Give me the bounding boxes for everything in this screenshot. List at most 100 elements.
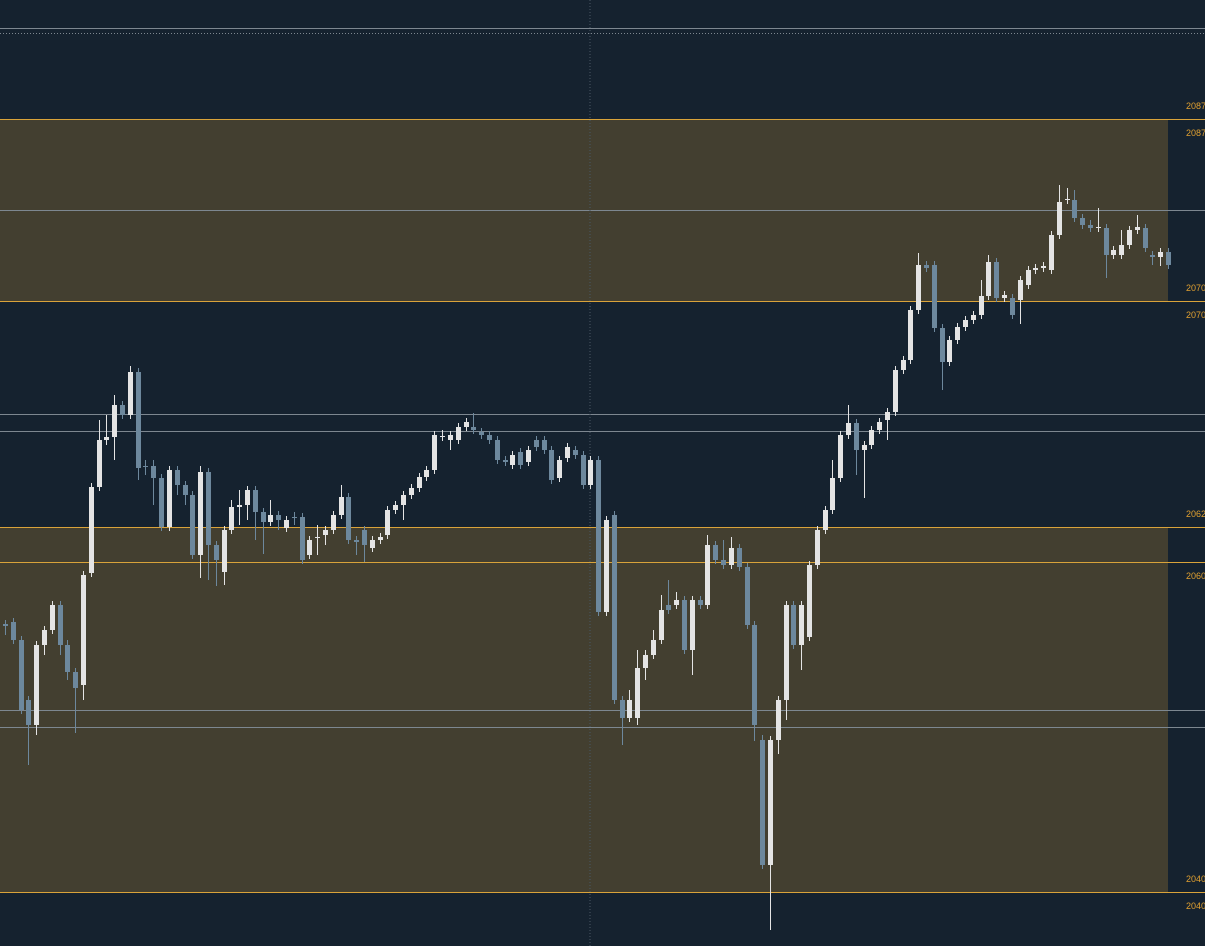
- level-label: 2070: [1186, 310, 1205, 320]
- candle-body: [940, 328, 945, 362]
- candle-body: [1033, 268, 1038, 270]
- candle-body: [1143, 228, 1148, 248]
- candle-body: [674, 600, 679, 605]
- candle-body: [620, 700, 625, 718]
- candle-body: [901, 360, 906, 370]
- candle-body: [253, 490, 258, 512]
- candle-body: [1080, 218, 1085, 225]
- candle-body: [97, 440, 102, 487]
- candle-body: [947, 340, 952, 362]
- candle-body: [1158, 252, 1163, 257]
- candle-body: [58, 605, 63, 645]
- candle-body: [370, 540, 375, 548]
- candle-body: [81, 575, 86, 685]
- candle-body: [784, 605, 789, 700]
- candle-body: [3, 624, 8, 626]
- candle-body: [487, 435, 492, 440]
- candle-body: [362, 530, 367, 545]
- candle-body: [893, 370, 898, 412]
- candle-body: [432, 435, 437, 470]
- candle-body: [1119, 245, 1124, 255]
- candle-body: [971, 315, 976, 320]
- candle-body: [284, 520, 289, 528]
- candle-body: [799, 605, 804, 645]
- candle-body: [729, 548, 734, 565]
- candle-body: [424, 470, 429, 477]
- candle-body: [245, 490, 250, 505]
- candle-body: [151, 466, 156, 478]
- candle-body: [815, 530, 820, 565]
- level-label: 2087: [1186, 128, 1205, 138]
- candle-body: [175, 470, 180, 485]
- candle-body: [1018, 280, 1023, 300]
- candle-body: [713, 545, 718, 560]
- candle-body: [955, 327, 960, 340]
- level-label: 2062: [1186, 509, 1205, 519]
- candle-body: [604, 520, 609, 612]
- candle-body: [167, 470, 172, 527]
- candle-body: [401, 495, 406, 505]
- candle-body: [393, 505, 398, 510]
- candle-body: [659, 610, 664, 640]
- candle-body: [1026, 270, 1031, 285]
- candle-body: [698, 600, 703, 605]
- candle-body: [143, 466, 148, 467]
- candle-body: [869, 430, 874, 445]
- level-label: 2060: [1186, 571, 1205, 581]
- candle-body: [581, 455, 586, 485]
- candle-body: [323, 530, 328, 535]
- candle-body: [73, 672, 78, 688]
- candle-body: [963, 320, 968, 327]
- candle-body: [464, 422, 469, 427]
- candle-body: [346, 497, 351, 540]
- level-label: 2070: [1186, 283, 1205, 293]
- candle-body: [760, 740, 765, 865]
- candle-body: [1166, 252, 1171, 265]
- candle-body: [1002, 295, 1007, 298]
- candle-body: [986, 262, 991, 296]
- candle-body: [11, 622, 16, 640]
- candle-body: [588, 460, 593, 485]
- candle-body: [354, 540, 359, 542]
- candle-body: [1041, 266, 1046, 268]
- candle-body: [1111, 250, 1116, 255]
- candle-body: [752, 625, 757, 725]
- candle-body: [721, 560, 726, 565]
- candle-body: [526, 450, 531, 462]
- candle-body: [229, 507, 234, 530]
- candle-body: [112, 405, 117, 437]
- candle-body: [417, 477, 422, 488]
- candle-body: [885, 412, 890, 420]
- candle-body: [331, 515, 336, 530]
- candle-body: [190, 495, 195, 555]
- candle-body: [409, 488, 414, 495]
- candle-body: [198, 472, 203, 555]
- candle-body: [206, 472, 211, 545]
- candle-body: [385, 510, 390, 535]
- candle-body: [862, 445, 867, 450]
- candle-body: [34, 645, 39, 725]
- candle-body: [542, 440, 547, 450]
- candle-body: [128, 372, 133, 415]
- candle-body: [768, 740, 773, 865]
- level-labels: 2087 2087 2070 2070 2062 2060 2040 2040: [1186, 101, 1205, 911]
- candle-body: [378, 537, 383, 540]
- candle-body: [1072, 200, 1077, 218]
- candle-body: [1135, 227, 1140, 230]
- candle-body: [627, 700, 632, 718]
- candle-body: [261, 512, 266, 522]
- candle-body: [745, 567, 750, 625]
- candle-body: [838, 435, 843, 478]
- candle-body: [315, 537, 320, 538]
- candle-body: [557, 460, 562, 478]
- candle-body: [26, 700, 31, 725]
- level-label: 2040: [1186, 901, 1205, 911]
- candle-body: [651, 640, 656, 655]
- candle-body: [877, 422, 882, 430]
- candle-body: [42, 630, 47, 645]
- candle-body: [565, 447, 570, 458]
- candle-body: [1104, 228, 1109, 255]
- candle-body: [1065, 199, 1070, 200]
- zone: [0, 527, 1168, 892]
- candle-body: [471, 427, 476, 430]
